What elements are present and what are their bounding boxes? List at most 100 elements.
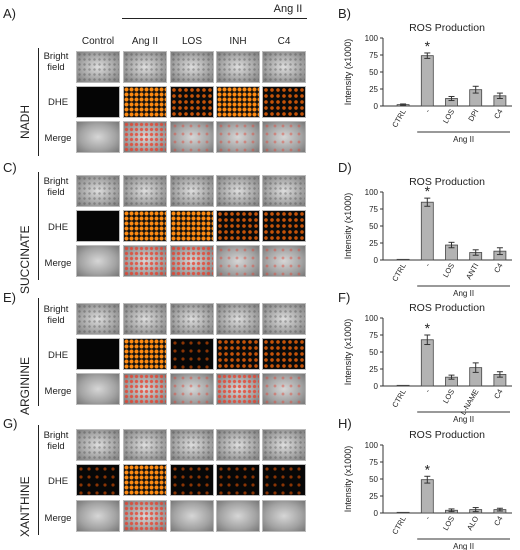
y-axis-label: Intensity (x1000) bbox=[343, 39, 353, 106]
substrate-label-xanthine: XANTHINE bbox=[18, 476, 32, 537]
panel-letter-e: E) bbox=[3, 290, 16, 305]
micrograph-dhe bbox=[123, 210, 167, 242]
y-tick-label: 0 bbox=[374, 256, 379, 265]
panel-letter-a: A) bbox=[3, 6, 16, 21]
y-tick-label: 75 bbox=[369, 458, 378, 467]
micrograph-bright-field bbox=[170, 51, 214, 83]
micrograph-dhe bbox=[76, 210, 120, 242]
micrograph-merge bbox=[262, 373, 306, 405]
col-header-control: Control bbox=[81, 36, 115, 47]
micrograph-bright-field bbox=[262, 51, 306, 83]
micrograph-merge bbox=[216, 245, 260, 277]
y-tick-label: 0 bbox=[374, 509, 379, 518]
y-tick-label: 50 bbox=[369, 222, 378, 231]
micrograph-merge bbox=[76, 373, 120, 405]
category-label: ALO bbox=[465, 514, 480, 532]
bar bbox=[396, 511, 410, 514]
ang-ii-header-line bbox=[122, 18, 307, 19]
micrograph-dhe bbox=[216, 338, 260, 370]
chart-letter-b: B) bbox=[338, 6, 351, 21]
micrograph-dhe bbox=[170, 86, 214, 118]
category-label: CTRL bbox=[390, 515, 408, 536]
row-label-dhe: DHE bbox=[47, 97, 69, 108]
micrograph-merge bbox=[76, 245, 120, 277]
micrograph-dhe bbox=[216, 210, 260, 242]
y-tick-label: 0 bbox=[374, 382, 379, 391]
ros-chart-f: ROS Production Intensity (x1000) 0 25 50 75 10… bbox=[343, 302, 512, 424]
micrograph-bright-field bbox=[216, 303, 260, 335]
micrograph-merge bbox=[170, 500, 214, 532]
col-header-los: LOS bbox=[181, 36, 202, 47]
row-label-merge: Merge bbox=[44, 258, 72, 269]
substrate-label-arginine: ARGININE bbox=[18, 356, 32, 415]
micrograph-dhe bbox=[262, 464, 306, 496]
row-label-bright-field: Bright field bbox=[43, 51, 69, 73]
ros-chart-b: ROS Production Intensity (x1000) 0 25 50 75 10… bbox=[343, 22, 512, 144]
significance-mark: * bbox=[425, 461, 431, 477]
micrograph-bright-field bbox=[216, 51, 260, 83]
micrograph-dhe bbox=[170, 464, 214, 496]
panel-e-divider bbox=[38, 298, 39, 406]
y-tick-label: 0 bbox=[374, 102, 379, 111]
chart-title: ROS Production bbox=[409, 302, 485, 314]
micrograph-bright-field bbox=[123, 303, 167, 335]
micrograph-merge bbox=[170, 245, 214, 277]
significance-mark: * bbox=[425, 183, 431, 199]
row-label-merge: Merge bbox=[44, 386, 72, 397]
category-label: - bbox=[423, 387, 432, 394]
micrograph-bright-field bbox=[262, 303, 306, 335]
ros-chart-h: ROS Production Intensity (x1000) 0 25 50 75 10… bbox=[343, 429, 512, 550]
bar bbox=[420, 55, 434, 107]
micrograph-dhe bbox=[170, 210, 214, 242]
category-label: LOS bbox=[441, 262, 456, 280]
category-label: DPI bbox=[466, 108, 480, 123]
micrograph-merge bbox=[170, 373, 214, 405]
category-label: - bbox=[423, 107, 432, 114]
y-tick-label: 25 bbox=[369, 492, 378, 501]
micrograph-merge bbox=[123, 121, 167, 153]
chart-title: ROS Production bbox=[409, 176, 485, 188]
micrograph-bright-field bbox=[170, 175, 214, 207]
micrograph-merge bbox=[262, 121, 306, 153]
row-label-bright-field: Bright field bbox=[43, 304, 69, 326]
category-label: CTRL bbox=[390, 262, 408, 283]
micrograph-dhe bbox=[216, 86, 260, 118]
bar bbox=[420, 479, 434, 514]
y-tick-label: 50 bbox=[369, 475, 378, 484]
group-label: Ang II bbox=[453, 289, 474, 298]
category-label: - bbox=[423, 261, 432, 268]
row-label-dhe: DHE bbox=[47, 350, 69, 361]
panel-g-divider bbox=[38, 425, 39, 535]
group-label: Ang II bbox=[453, 542, 474, 550]
category-label: LOS bbox=[441, 515, 456, 533]
micrograph-dhe bbox=[262, 86, 306, 118]
micrograph-merge bbox=[216, 500, 260, 532]
micrograph-merge bbox=[262, 245, 306, 277]
bar bbox=[420, 339, 434, 387]
category-label: C4 bbox=[492, 388, 505, 401]
micrograph-merge bbox=[170, 121, 214, 153]
micrograph-merge bbox=[76, 121, 120, 153]
y-tick-label: 25 bbox=[369, 365, 378, 374]
micrograph-merge bbox=[216, 373, 260, 405]
y-tick-label: 100 bbox=[365, 441, 379, 450]
micrograph-dhe bbox=[76, 338, 120, 370]
y-tick-label: 50 bbox=[369, 348, 378, 357]
micrograph-merge bbox=[123, 500, 167, 532]
group-label: Ang II bbox=[453, 135, 474, 144]
row-label-merge: Merge bbox=[44, 513, 72, 524]
y-tick-label: 25 bbox=[369, 85, 378, 94]
significance-mark: * bbox=[425, 320, 431, 336]
category-label: C4 bbox=[492, 262, 505, 275]
chart-letter-f: F) bbox=[338, 290, 351, 305]
micrograph-merge bbox=[123, 373, 167, 405]
chart-title: ROS Production bbox=[409, 429, 485, 441]
micrograph-dhe bbox=[216, 464, 260, 496]
group-label: Ang II bbox=[453, 415, 474, 424]
y-tick-label: 25 bbox=[369, 239, 378, 248]
panel-letter-g: G) bbox=[3, 416, 18, 431]
micrograph-dhe bbox=[123, 464, 167, 496]
micrograph-dhe bbox=[123, 86, 167, 118]
chart-letter-d: D) bbox=[338, 160, 352, 175]
y-axis-label: Intensity (x1000) bbox=[343, 193, 353, 260]
